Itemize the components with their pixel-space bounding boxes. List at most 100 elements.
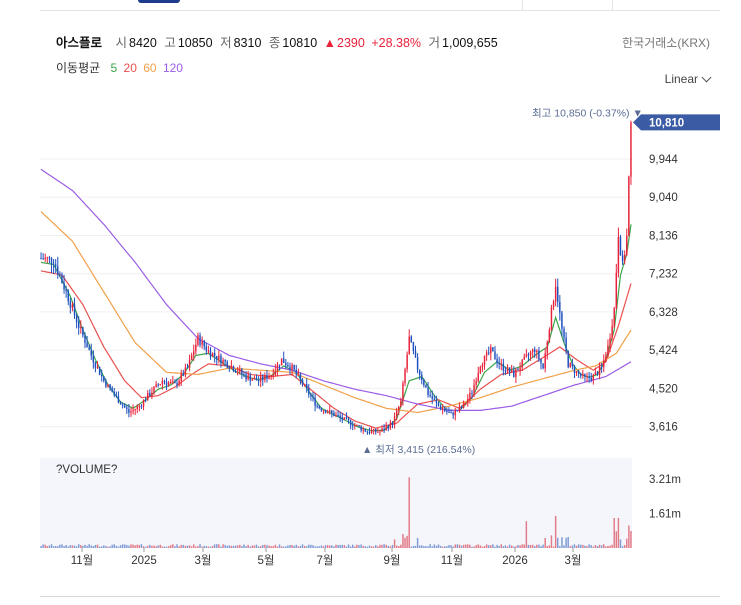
candle-body (341, 417, 344, 420)
volume-bar (232, 545, 235, 548)
candle-body (82, 327, 84, 336)
candle-body (203, 340, 205, 347)
candle-body (324, 410, 327, 413)
candle-body (170, 382, 172, 384)
candle-body (270, 375, 272, 377)
volume-bar (205, 546, 208, 548)
candle-body (128, 409, 130, 413)
volume-bar (80, 545, 82, 548)
volume-bar (423, 546, 425, 548)
toolbar-divider (612, 0, 613, 10)
volume-bar (586, 546, 588, 548)
date-tick-label: 7월 (317, 554, 334, 567)
volume-bar (515, 546, 517, 548)
candle-body (186, 367, 189, 369)
volume-bar (533, 546, 536, 548)
volume-bar (308, 544, 310, 548)
volume-bar (375, 545, 377, 548)
candle-body (621, 255, 624, 262)
volume-bar (406, 535, 408, 548)
candle-body (398, 406, 400, 411)
low-value: 8310 (233, 36, 262, 50)
candle-body (557, 286, 559, 302)
volume-bar (203, 545, 205, 548)
candle-body (630, 122, 632, 177)
volume-bar (559, 546, 561, 548)
volume-bar (626, 538, 628, 548)
candle-body (448, 411, 450, 413)
candle-body (61, 275, 63, 283)
volume-bar (437, 544, 440, 548)
ma-legend-60[interactable]: 60 (143, 61, 157, 75)
scale-dropdown[interactable]: Linear (664, 72, 712, 86)
volume-bar (575, 545, 578, 548)
candle-body (571, 363, 574, 367)
volume-bar (249, 546, 251, 548)
volume-bar (527, 544, 530, 548)
candle-body (402, 383, 404, 401)
candle-body (328, 410, 331, 413)
candle-body (157, 384, 159, 386)
candle-body (264, 375, 266, 381)
candle-body (119, 402, 122, 405)
volume-bar (563, 545, 565, 548)
volume-bar (416, 537, 419, 548)
volume-bar (266, 545, 268, 548)
volume-bar (182, 544, 185, 548)
candle-body (142, 400, 145, 407)
volume-bar (531, 544, 534, 548)
volume-bar (305, 546, 308, 548)
volume-bar (161, 546, 164, 548)
high-label: 고 (164, 36, 176, 50)
candle-body (75, 315, 78, 323)
volume-bar (176, 544, 178, 548)
volume-bar (310, 544, 312, 548)
candle-body (303, 384, 306, 386)
candle-body (289, 366, 291, 370)
active-tab-indicator[interactable] (138, 0, 180, 3)
candle-body (121, 404, 124, 406)
candle-body (626, 235, 628, 255)
scale-label: Linear (664, 72, 698, 86)
date-tick-label: 11월 (71, 554, 94, 567)
candle-body (400, 400, 402, 407)
candle-body (308, 388, 310, 395)
volume-bar (517, 544, 519, 548)
volume-bar (61, 544, 63, 548)
volume-bar (59, 544, 61, 548)
volume-bar (220, 546, 222, 548)
candle-body (57, 266, 59, 275)
price-tick-label: 4,520 (649, 383, 678, 395)
ma-legend-120[interactable]: 120 (162, 61, 183, 75)
candle-body (517, 369, 519, 371)
candle-body (331, 410, 333, 413)
candle-body (73, 304, 76, 316)
ma-legend-5[interactable]: 5 (110, 61, 118, 75)
volume-bar (335, 544, 337, 548)
candle-body (193, 351, 195, 356)
min-price-annotation: ▲ 최저 3,415 (216.54%) (362, 444, 475, 456)
candle-body (349, 420, 352, 426)
candle-body (473, 384, 475, 394)
candle-body (393, 416, 396, 426)
change-percent: +28.38% (371, 36, 422, 50)
volume-bar (510, 545, 513, 548)
ma-line-60 (40, 211, 632, 414)
candle-body (605, 356, 607, 361)
candle-body (435, 399, 438, 403)
candle-body (360, 426, 362, 431)
volume-bar (368, 545, 371, 548)
volume-bar (594, 545, 597, 548)
volume-bar (289, 544, 291, 548)
candle-body (305, 384, 308, 389)
volume-bar (107, 546, 109, 548)
volume-bar (40, 546, 42, 548)
price-tick-label: 3,616 (649, 422, 678, 434)
candle-body (425, 385, 427, 388)
ma-legend-title: 이동평균 (56, 61, 101, 75)
candle-body (418, 369, 421, 375)
volume-bar (287, 545, 289, 548)
ma-legend-20[interactable]: 20 (123, 61, 137, 75)
candle-body (213, 353, 216, 356)
